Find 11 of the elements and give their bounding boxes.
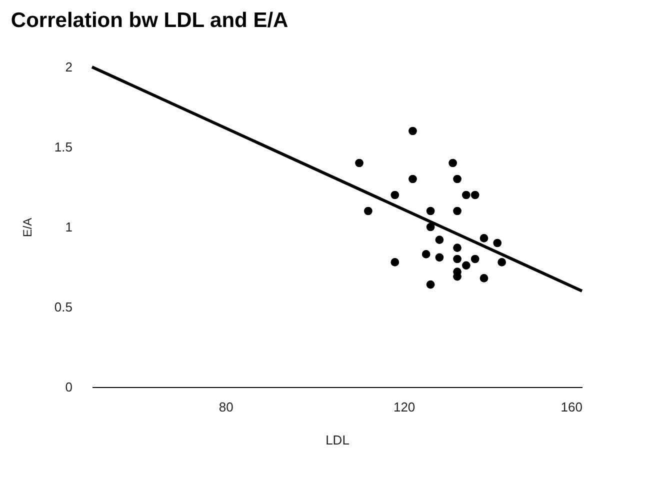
x-axis-title: LDL	[326, 432, 350, 448]
y-axis-title: E/A	[20, 218, 34, 238]
x-tick-label: 160	[560, 400, 582, 414]
x-tick-label: 80	[218, 400, 234, 414]
x-tick-label: 120	[393, 400, 416, 414]
y-tick-label: 1.5	[54, 140, 72, 154]
y-tick-label: 0	[65, 380, 72, 394]
y-tick-label: 2	[65, 60, 72, 74]
y-tick-label: 0.5	[54, 300, 72, 314]
chart-title: Correlation bw LDL and E/A	[10, 9, 288, 32]
y-tick-label: 1	[65, 220, 72, 234]
